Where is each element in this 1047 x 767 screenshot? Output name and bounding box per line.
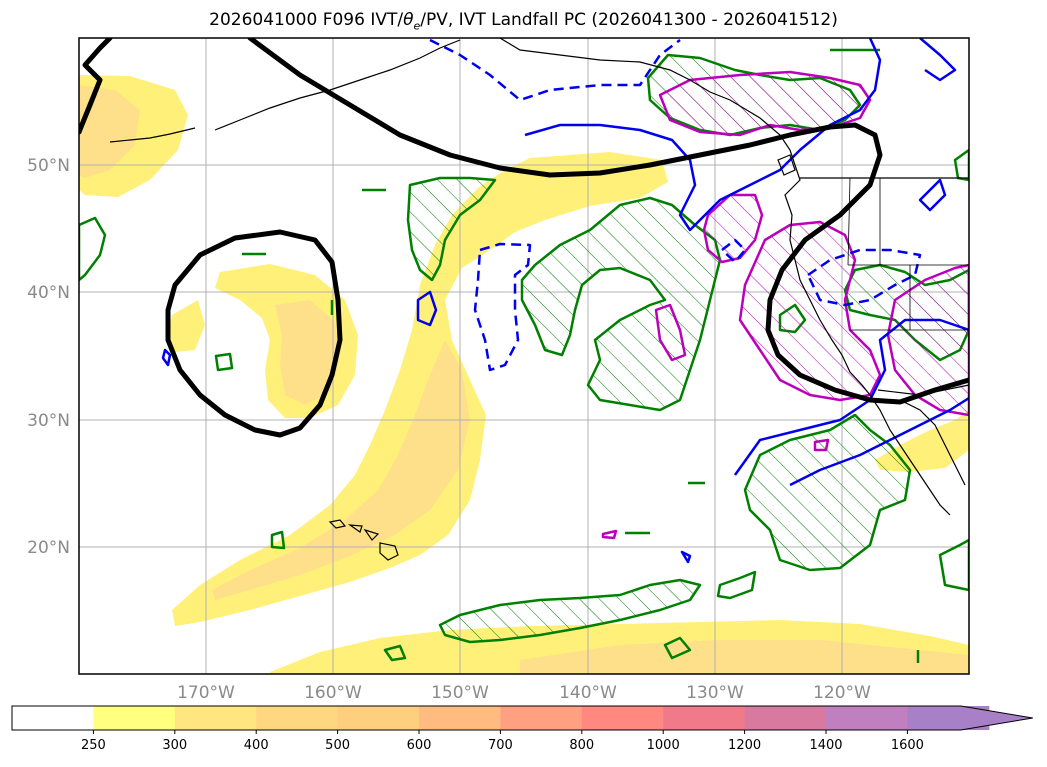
theta-e-contour-dashed-central	[473, 242, 532, 372]
magenta-pc-region-california-offshore	[738, 220, 882, 402]
theta-e-contour-nevada	[918, 178, 947, 212]
title-theta: θ	[403, 10, 414, 30]
colorbar-segment	[337, 706, 420, 730]
landfall-pc-region-small-1	[214, 352, 234, 372]
theta-e-contour-gulf-alaska	[524, 38, 882, 232]
theta-e-contour-small-3	[680, 550, 692, 564]
colorbar-tick-label: 250	[81, 738, 106, 753]
landfall-pc-region-mid-west	[406, 176, 497, 282]
lat-label-40n: 40°N	[27, 283, 70, 303]
border-us-mexico	[877, 384, 969, 396]
lon-label-150w: 150°W	[431, 683, 489, 703]
theta-e-contour-small-1	[416, 290, 438, 327]
latitude-labels: 50°N 40°N 30°N 20°N	[27, 156, 70, 558]
magenta-pc-contours	[601, 70, 969, 540]
magenta-pc-region-gulf-alaska	[658, 70, 872, 137]
ivt-region-south-band-core	[520, 640, 969, 674]
coast-gulf-california	[899, 399, 966, 486]
pv-contour-northern-trough	[247, 38, 969, 405]
colorbar-segment	[581, 706, 664, 730]
pv-contour-cutoff-low	[165, 229, 343, 438]
lon-label-170w: 170°W	[177, 683, 235, 703]
title-prefix: 2026041000 F096 IVT/	[209, 10, 404, 30]
landfall-pc-region-small-3	[383, 644, 407, 662]
pv-contours	[79, 38, 969, 438]
colorbar-tick-label: 1600	[891, 738, 924, 753]
ivt-shading	[79, 75, 969, 674]
colorbar-segment	[174, 706, 257, 730]
landfall-pc-region-small-5	[663, 636, 692, 660]
lon-label-160w: 160°W	[304, 683, 362, 703]
title-theta-sub: e	[413, 19, 421, 33]
landfall-pc-region-far-east	[938, 538, 969, 592]
coast-alaska	[214, 38, 796, 166]
ivt-region-subtropical-plume	[172, 152, 668, 626]
landfall-pc-region-small-7	[953, 148, 969, 182]
ivt-region-central-blob-core	[275, 300, 340, 405]
coast-washington-islands	[777, 154, 796, 176]
pv-contour-west-edge	[79, 38, 113, 135]
colorbar: 250 300 400 500 600 700 800 1000 1200 1400 1600	[11, 705, 1033, 753]
magenta-pc-region-small-1	[654, 303, 687, 362]
colorbar-segment	[826, 706, 908, 730]
lat-label-50n: 50°N	[27, 156, 70, 176]
colorbar-tick-label: 800	[569, 738, 594, 753]
colorbar-tick-label: 700	[488, 738, 513, 753]
longitude-labels: 170°W 160°W 150°W 140°W 130°W 120°W	[177, 683, 871, 703]
colorbar-tick-label: 1200	[728, 738, 761, 753]
lon-label-120w: 120°W	[813, 683, 871, 703]
map-title: 2026041000 F096 IVT/θe/PV, IVT Landfall …	[0, 10, 1047, 32]
title-suffix: /PV, IVT Landfall PC (2026041300 - 20260…	[420, 10, 838, 30]
colorbar-segment	[256, 706, 339, 730]
colorbar-extend-arrow	[907, 706, 1033, 730]
lat-label-30n: 30°N	[27, 411, 70, 431]
theta-e-contour-baja	[789, 396, 969, 487]
lat-label-20n: 20°N	[27, 538, 70, 558]
colorbar-tick-label: 500	[325, 738, 350, 753]
map-plot-area	[79, 38, 969, 674]
landfall-pc-region-southeast	[743, 413, 912, 572]
theta-e-contours	[161, 38, 969, 564]
ivt-region-plume-core	[212, 340, 470, 600]
theta-e-contour-dashed-oregon	[720, 238, 747, 264]
coast-aleutians	[109, 127, 196, 143]
colorbar-segment	[12, 706, 94, 730]
ivt-region-small-west	[168, 300, 205, 352]
colorbar-segment	[744, 706, 827, 730]
colorbar-tick-label: 600	[407, 738, 432, 753]
colorbar-segment	[419, 706, 501, 730]
colorbar-segment	[663, 706, 746, 730]
theta-e-contour-dashed-california	[806, 248, 922, 307]
landfall-pc-region-small-2	[270, 530, 286, 550]
magenta-pc-region-oregon	[702, 193, 764, 264]
colorbar-tick-label: 300	[162, 738, 187, 753]
lon-label-140w: 140°W	[559, 683, 617, 703]
colorbar-tick-label: 1000	[647, 738, 680, 753]
theta-e-contour-southeast	[733, 318, 969, 476]
magenta-pc-region-socal	[886, 263, 969, 417]
magenta-pc-region-small-3	[601, 529, 618, 540]
colorbar-tick-label: 1400	[809, 738, 842, 753]
landfall-pc-region-west-edge	[79, 216, 107, 282]
colorbar-tick-label: 400	[244, 738, 269, 753]
landfall-pc-region-small-4	[716, 570, 757, 600]
border-states-1	[847, 177, 969, 331]
theta-e-contour-north	[919, 38, 957, 82]
coastlines	[109, 38, 969, 561]
colorbar-segment	[500, 706, 583, 730]
colorbar-segment	[93, 706, 176, 730]
coast-bc	[784, 164, 951, 516]
map-frame	[78, 37, 970, 675]
theta-e-contour-small-2	[161, 348, 172, 367]
lon-label-130w: 130°W	[686, 683, 744, 703]
landfall-pc-region-south	[438, 578, 702, 644]
magenta-pc-region-small-2	[813, 438, 830, 452]
coast-hawaii	[328, 519, 399, 561]
ivt-region-northwest-core	[79, 85, 140, 178]
colorbar-outline	[11, 705, 1033, 731]
